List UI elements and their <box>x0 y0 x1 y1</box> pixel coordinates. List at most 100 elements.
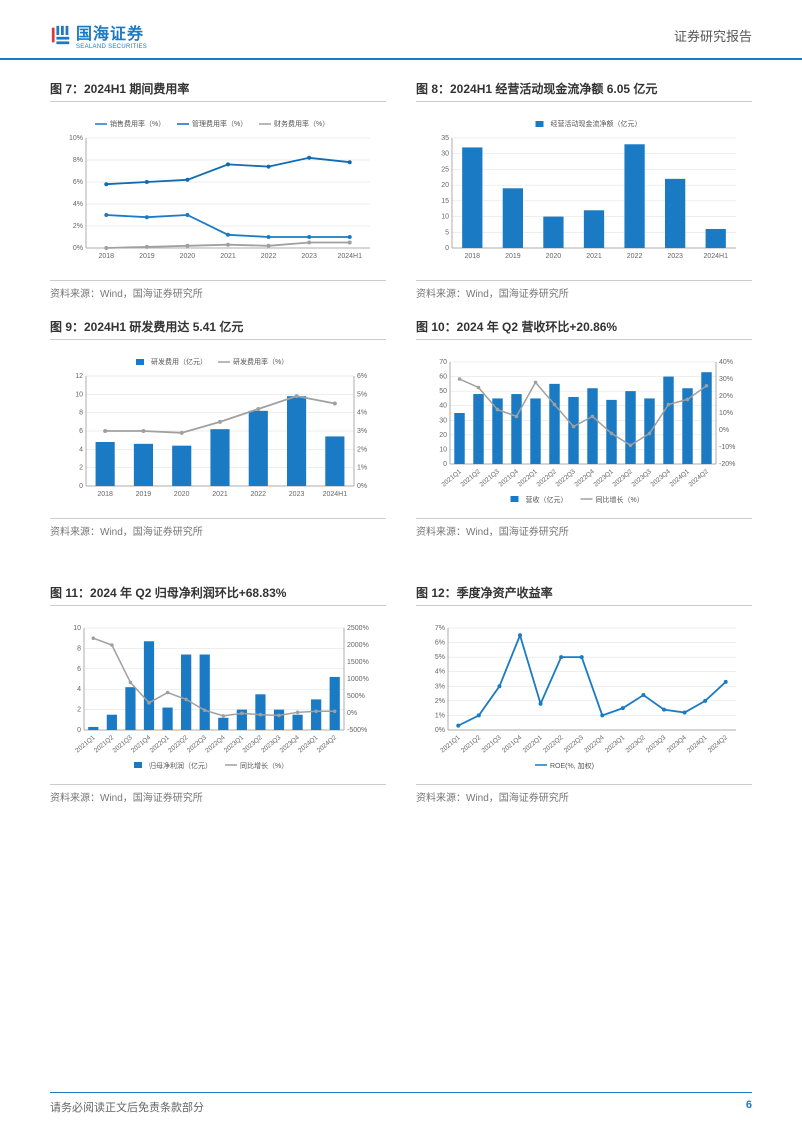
svg-text:研发费用（亿元）: 研发费用（亿元） <box>151 357 207 366</box>
svg-text:30: 30 <box>441 151 449 158</box>
svg-text:2021Q1: 2021Q1 <box>441 468 464 488</box>
svg-text:10%: 10% <box>69 135 83 142</box>
svg-text:15: 15 <box>441 198 449 205</box>
svg-text:2024Q2: 2024Q2 <box>688 468 711 488</box>
svg-text:2: 2 <box>79 465 83 472</box>
svg-text:2023Q4: 2023Q4 <box>666 734 689 754</box>
svg-text:-10%: -10% <box>719 444 735 451</box>
svg-text:2024H1: 2024H1 <box>703 253 728 260</box>
svg-text:2024H1: 2024H1 <box>323 491 348 498</box>
chart-7-area: 0%2%4%6%8%10%201820192020202120222023202… <box>50 116 386 266</box>
svg-text:1000%: 1000% <box>347 676 369 683</box>
svg-text:2018: 2018 <box>464 253 480 260</box>
svg-text:25: 25 <box>441 166 449 173</box>
footer-disclaimer: 请务必阅读正文后免责条款部分 <box>50 1099 204 1115</box>
svg-text:研发费用率（%）: 研发费用率（%） <box>233 357 288 366</box>
svg-text:0%: 0% <box>347 710 357 717</box>
chart-11-title: 图 11：2024 年 Q2 归母净利润环比+68.83% <box>50 584 386 606</box>
svg-text:2023Q1: 2023Q1 <box>593 468 616 488</box>
svg-text:-500%: -500% <box>347 727 367 734</box>
svg-text:2021: 2021 <box>212 491 228 498</box>
svg-text:2020: 2020 <box>174 491 190 498</box>
content-area: 图 7：2024H1 期间费用率 0%2%4%6%8%10%2018201920… <box>0 60 802 804</box>
svg-text:2022Q4: 2022Q4 <box>583 734 606 754</box>
page-header: 国海证券 SEALAND SECURITIES 证券研究报告 <box>0 0 802 60</box>
svg-text:2023Q3: 2023Q3 <box>260 734 283 754</box>
chart-11-source: 资料来源：Wind，国海证券研究所 <box>50 784 386 804</box>
svg-text:2022Q2: 2022Q2 <box>536 468 559 488</box>
svg-text:5%: 5% <box>357 391 367 398</box>
svg-text:20: 20 <box>441 182 449 189</box>
svg-text:2024Q1: 2024Q1 <box>669 468 692 488</box>
svg-text:12: 12 <box>75 373 83 380</box>
svg-text:20: 20 <box>439 432 447 439</box>
svg-text:2022Q1: 2022Q1 <box>517 468 540 488</box>
footer-page-number: 6 <box>746 1099 752 1115</box>
chart-9-title: 图 9：2024H1 研发费用达 5.41 亿元 <box>50 318 386 340</box>
svg-text:2021Q2: 2021Q2 <box>93 734 116 754</box>
svg-text:2024Q1: 2024Q1 <box>297 734 320 754</box>
svg-text:财务费用率（%）: 财务费用率（%） <box>274 119 329 128</box>
svg-text:2022Q1: 2022Q1 <box>149 734 172 754</box>
svg-text:1%: 1% <box>357 465 367 472</box>
svg-text:0%: 0% <box>357 483 367 490</box>
svg-text:0%: 0% <box>719 427 729 434</box>
svg-text:2023Q1: 2023Q1 <box>604 734 627 754</box>
svg-text:40%: 40% <box>719 359 733 366</box>
svg-text:2021Q4: 2021Q4 <box>498 468 521 488</box>
svg-text:同比增长（%）: 同比增长（%） <box>596 495 644 504</box>
svg-text:40: 40 <box>439 403 447 410</box>
svg-text:5: 5 <box>445 229 449 236</box>
svg-text:2022: 2022 <box>250 491 266 498</box>
svg-text:2023Q2: 2023Q2 <box>241 734 264 754</box>
svg-text:6: 6 <box>77 666 81 673</box>
svg-text:10: 10 <box>441 214 449 221</box>
svg-text:2019: 2019 <box>505 253 521 260</box>
svg-text:营收（亿元）: 营收（亿元） <box>526 495 568 504</box>
logo-text-cn: 国海证券 <box>76 20 147 44</box>
svg-text:35: 35 <box>441 135 449 142</box>
chart-8-area: 0510152025303520182019202020212022202320… <box>416 116 752 266</box>
svg-text:0: 0 <box>443 461 447 468</box>
svg-text:30%: 30% <box>719 376 733 383</box>
svg-text:2018: 2018 <box>98 253 114 260</box>
svg-text:0: 0 <box>79 483 83 490</box>
svg-text:2021Q1: 2021Q1 <box>439 734 462 754</box>
svg-text:2%: 2% <box>357 446 367 453</box>
svg-text:2024Q1: 2024Q1 <box>686 734 709 754</box>
chart-7-title: 图 7：2024H1 期间费用率 <box>50 80 386 102</box>
svg-text:10: 10 <box>73 625 81 632</box>
svg-text:70: 70 <box>439 359 447 366</box>
svg-text:10: 10 <box>75 391 83 398</box>
chart-11-block: 图 11：2024 年 Q2 归母净利润环比+68.83% 0246810-50… <box>50 584 386 804</box>
svg-text:2023Q1: 2023Q1 <box>223 734 246 754</box>
chart-grid: 图 7：2024H1 期间费用率 0%2%4%6%8%10%2018201920… <box>50 80 752 804</box>
svg-text:2023: 2023 <box>301 253 317 260</box>
svg-text:-20%: -20% <box>719 461 735 468</box>
chart-10-area: 010203040506070-20%-10%0%10%20%30%40%202… <box>416 354 752 504</box>
svg-text:2023Q3: 2023Q3 <box>631 468 654 488</box>
svg-text:2000%: 2000% <box>347 642 369 649</box>
svg-text:0: 0 <box>445 245 449 252</box>
svg-text:2024H1: 2024H1 <box>337 253 362 260</box>
svg-text:2024Q2: 2024Q2 <box>316 734 339 754</box>
svg-text:3%: 3% <box>435 683 445 690</box>
chart-7-block: 图 7：2024H1 期间费用率 0%2%4%6%8%10%2018201920… <box>50 80 386 300</box>
svg-text:30: 30 <box>439 417 447 424</box>
svg-text:1500%: 1500% <box>347 659 369 666</box>
svg-text:2020: 2020 <box>546 253 562 260</box>
svg-text:管理费用率（%）: 管理费用率（%） <box>192 119 247 128</box>
svg-text:8: 8 <box>79 410 83 417</box>
svg-text:2019: 2019 <box>139 253 155 260</box>
svg-text:8%: 8% <box>73 157 83 164</box>
svg-text:2021: 2021 <box>586 253 602 260</box>
svg-text:2021Q2: 2021Q2 <box>460 468 483 488</box>
svg-text:6: 6 <box>79 428 83 435</box>
logo-text-en: SEALAND SECURITIES <box>76 44 147 50</box>
svg-text:2021Q3: 2021Q3 <box>479 468 502 488</box>
chart-8-title: 图 8：2024H1 经营活动现金流净额 6.05 亿元 <box>416 80 752 102</box>
svg-text:10%: 10% <box>719 410 733 417</box>
svg-text:2023Q4: 2023Q4 <box>650 468 673 488</box>
svg-text:20%: 20% <box>719 393 733 400</box>
chart-12-block: 图 12：季度净资产收益率 0%1%2%3%4%5%6%7%2021Q12021… <box>416 584 752 804</box>
